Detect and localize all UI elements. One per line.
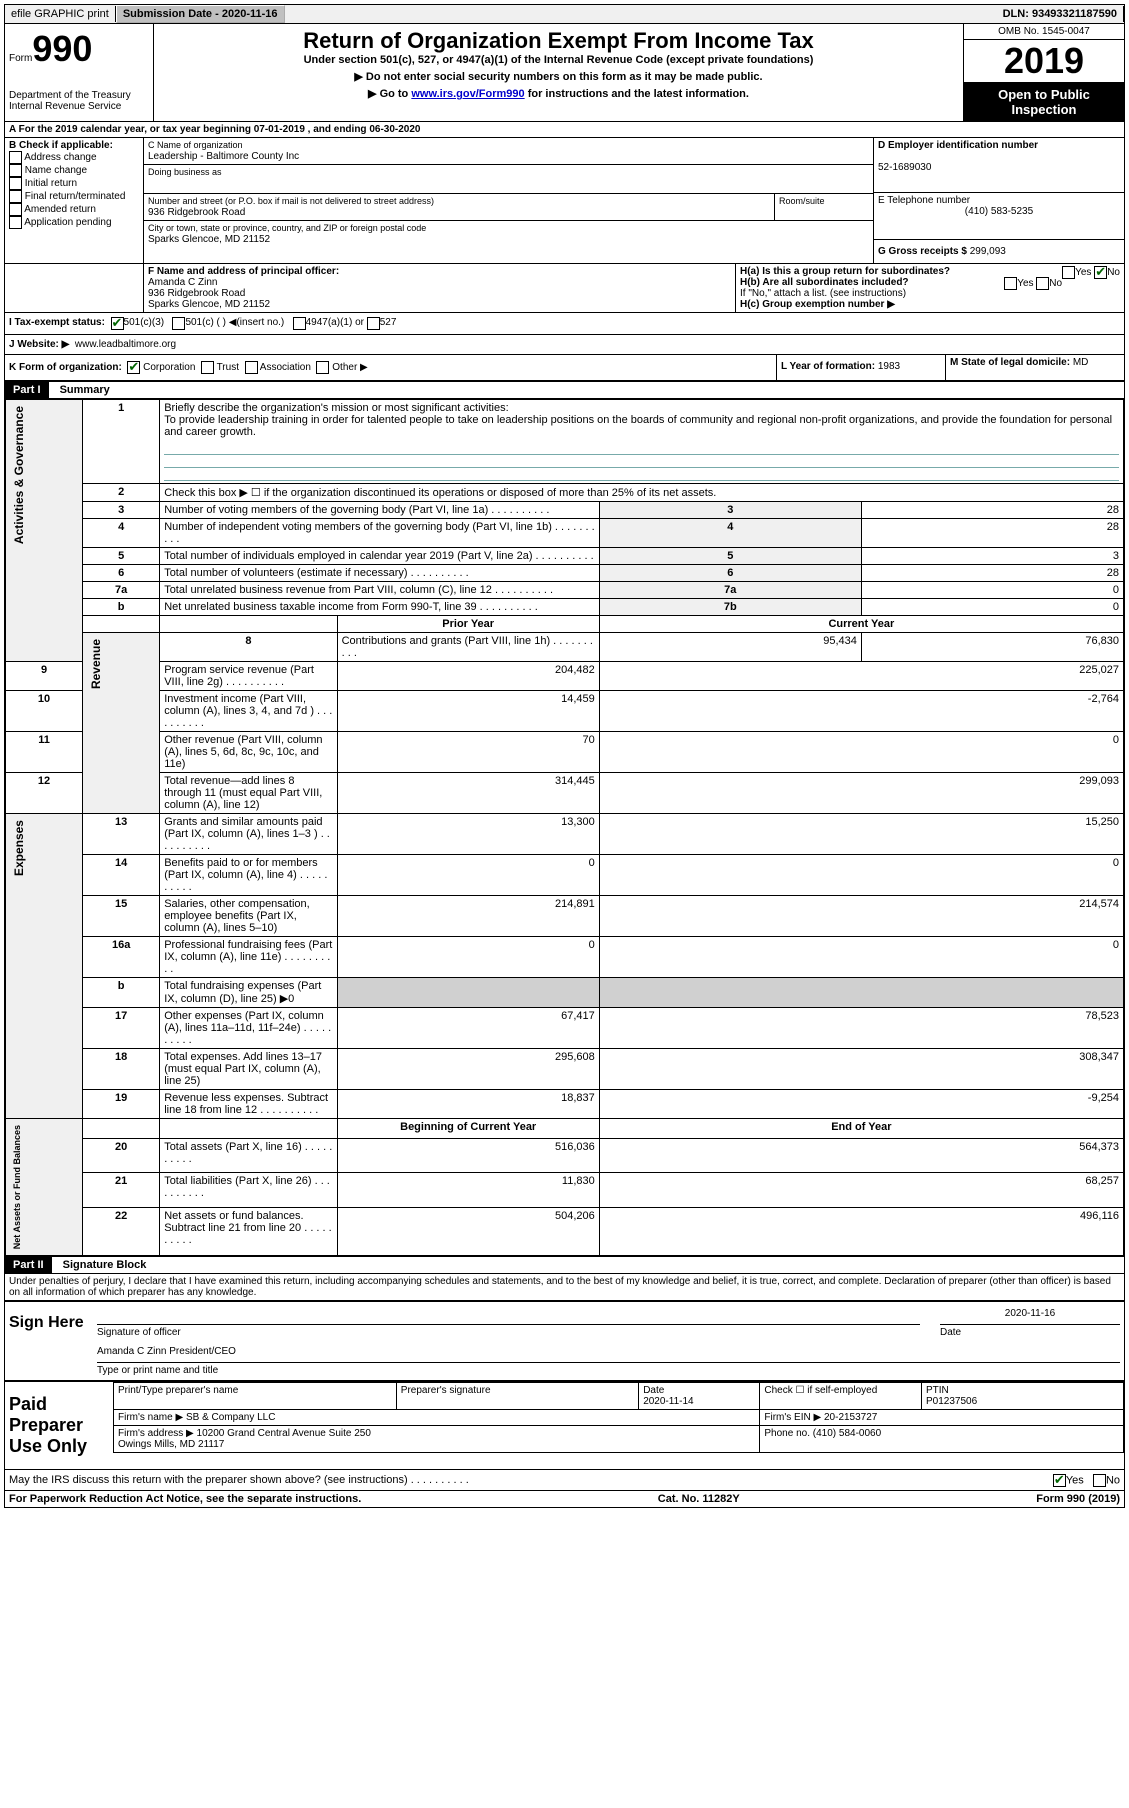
- part1-header: Part I: [5, 382, 49, 398]
- section-b: B Check if applicable: Address change Na…: [5, 138, 144, 263]
- website: www.leadbaltimore.org: [75, 339, 176, 350]
- officer-name-line: Amanda C Zinn President/CEO: [97, 1346, 1120, 1363]
- checkbox-527[interactable]: [367, 317, 380, 330]
- note-goto: ▶ Go to www.irs.gov/Form990 for instruct…: [158, 87, 959, 100]
- paid-preparer-label: Paid Preparer Use Only: [5, 1382, 113, 1469]
- section-c: C Name of organization Leadership - Balt…: [144, 138, 874, 263]
- officer-street: 936 Ridgebrook Road: [148, 288, 245, 299]
- officer-name: Amanda C Zinn: [148, 277, 217, 288]
- checkbox-other[interactable]: [316, 361, 329, 374]
- sections-b-to-g: B Check if applicable: Address change Na…: [5, 138, 1124, 263]
- sections-d-e-g: D Employer identification number 52-1689…: [874, 138, 1124, 263]
- section-k: K Form of organization: Corporation Trus…: [5, 355, 776, 380]
- open-to-public: Open to Public Inspection: [964, 83, 1124, 121]
- perjury-statement: Under penalties of perjury, I declare th…: [5, 1274, 1124, 1300]
- part2-title: Signature Block: [55, 1259, 147, 1271]
- section-h: H(a) Is this a group return for subordin…: [736, 264, 1124, 312]
- section-f: F Name and address of principal officer:…: [143, 264, 736, 312]
- header: Form990 Department of the Treasury Inter…: [5, 24, 1124, 122]
- paid-preparer-block: Paid Preparer Use Only Print/Type prepar…: [5, 1380, 1124, 1469]
- side-expenses: Expenses: [10, 816, 28, 880]
- line2: Check this box ▶ ☐ if the organization d…: [160, 484, 1124, 502]
- checkbox-initial-return[interactable]: [9, 177, 22, 190]
- note-ssn: ▶ Do not enter social security numbers o…: [158, 70, 959, 83]
- discuss-row: May the IRS discuss this return with the…: [5, 1469, 1124, 1490]
- form-title: Return of Organization Exempt From Incom…: [158, 28, 959, 54]
- street: 936 Ridgebrook Road: [148, 207, 245, 218]
- ptin: P01237506: [926, 1396, 977, 1407]
- part2-header-row: Part II Signature Block: [5, 1256, 1124, 1274]
- footer-center: Cat. No. 11282Y: [658, 1493, 740, 1505]
- checkbox-501c3[interactable]: [111, 317, 124, 330]
- firm-name: SB & Company LLC: [186, 1412, 276, 1423]
- tax-year: 2019: [964, 40, 1124, 83]
- checkbox-trust[interactable]: [201, 361, 214, 374]
- section-l: L Year of formation: 1983: [776, 355, 945, 380]
- part1-title: Summary: [52, 384, 110, 396]
- topbar-spacer: [285, 12, 997, 16]
- dept-label: Department of the Treasury Internal Reve…: [9, 90, 149, 112]
- checkbox-ha-yes[interactable]: [1062, 266, 1075, 279]
- checkbox-discuss-yes[interactable]: [1053, 1474, 1066, 1487]
- part1-table: Activities & Governance 1 Briefly descri…: [5, 399, 1124, 1256]
- part2-header: Part II: [5, 1257, 52, 1273]
- topbar: efile GRAPHIC print Submission Date - 20…: [5, 5, 1124, 24]
- section-m: M State of legal domicile: MD: [945, 355, 1124, 380]
- side-governance: Activities & Governance: [10, 402, 28, 548]
- checkbox-amended-return[interactable]: [9, 203, 22, 216]
- footer-right: Form 990 (2019): [1036, 1493, 1120, 1505]
- omb-no: OMB No. 1545-0047: [964, 24, 1124, 40]
- header-right: OMB No. 1545-0047 2019 Open to Public In…: [964, 24, 1124, 121]
- form-subtitle: Under section 501(c), 527, or 4947(a)(1)…: [158, 54, 959, 66]
- header-left: Form990 Department of the Treasury Inter…: [5, 24, 153, 121]
- mission-text: To provide leadership training in order …: [164, 414, 1112, 438]
- firm-phone: (410) 584-0060: [813, 1428, 881, 1439]
- part1-header-row: Part I Summary: [5, 381, 1124, 399]
- section-j: J Website: ▶ www.leadbaltimore.org: [5, 334, 1124, 355]
- checkbox-name-change[interactable]: [9, 164, 22, 177]
- checkbox-association[interactable]: [245, 361, 258, 374]
- checkbox-address-change[interactable]: [9, 151, 22, 164]
- footer-left: For Paperwork Reduction Act Notice, see …: [9, 1493, 361, 1505]
- sections-klm: K Form of organization: Corporation Trus…: [5, 355, 1124, 381]
- section-a: A For the 2019 calendar year, or tax yea…: [5, 122, 1124, 138]
- sections-f-h: F Name and address of principal officer:…: [5, 263, 1124, 312]
- officer-city: Sparks Glencoe, MD 21152: [148, 299, 270, 310]
- side-revenue: Revenue: [87, 635, 105, 693]
- checkbox-final-return[interactable]: [9, 190, 22, 203]
- phone: (410) 583-5235: [878, 206, 1120, 217]
- officer-sig-date: 2020-11-16: [940, 1308, 1120, 1325]
- gross-receipts: 299,093: [970, 246, 1006, 257]
- dln: DLN: 93493321187590: [997, 6, 1124, 22]
- org-name: Leadership - Baltimore County Inc: [148, 151, 299, 162]
- checkbox-corporation[interactable]: [127, 361, 140, 374]
- checkbox-501c[interactable]: [172, 317, 185, 330]
- checkbox-discuss-no[interactable]: [1093, 1474, 1106, 1487]
- side-net-assets: Net Assets or Fund Balances: [10, 1121, 24, 1253]
- city: Sparks Glencoe, MD 21152: [148, 234, 270, 245]
- checkbox-ha-no[interactable]: [1094, 266, 1107, 279]
- form-990-page: efile GRAPHIC print Submission Date - 20…: [4, 4, 1125, 1508]
- checkbox-hb-yes[interactable]: [1004, 277, 1017, 290]
- irs-link[interactable]: www.irs.gov/Form990: [411, 88, 524, 100]
- ein: 52-1689030: [878, 162, 931, 173]
- sign-here-label: Sign Here: [5, 1302, 93, 1380]
- checkbox-4947[interactable]: [293, 317, 306, 330]
- officer-signature-line[interactable]: [97, 1308, 920, 1325]
- sign-here-block: Sign Here Signature of officer 2020-11-1…: [5, 1300, 1124, 1380]
- firm-ein: 20-2153727: [824, 1412, 877, 1423]
- form-label: Form: [9, 53, 32, 64]
- section-i: I Tax-exempt status: 501(c)(3) 501(c) ( …: [5, 312, 1124, 334]
- checkbox-hb-no[interactable]: [1036, 277, 1049, 290]
- submission-date-btn[interactable]: Submission Date - 2020-11-16: [116, 5, 285, 23]
- header-center: Return of Organization Exempt From Incom…: [153, 24, 964, 121]
- footer: For Paperwork Reduction Act Notice, see …: [5, 1490, 1124, 1507]
- checkbox-application-pending[interactable]: [9, 216, 22, 229]
- efile-label: efile GRAPHIC print: [5, 6, 116, 22]
- form-number: 990: [32, 28, 92, 69]
